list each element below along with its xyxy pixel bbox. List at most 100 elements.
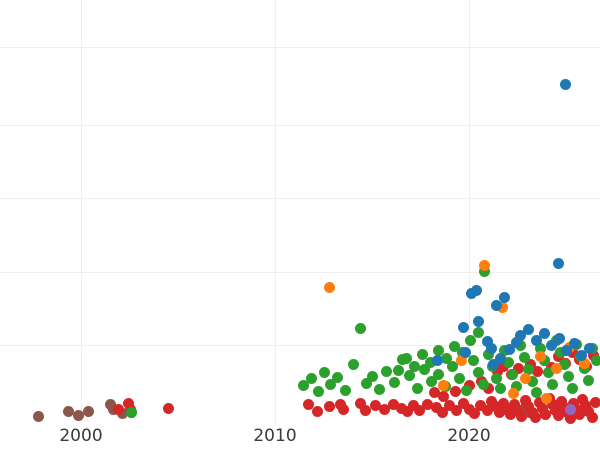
data-point-red bbox=[387, 398, 399, 410]
data-point-green bbox=[554, 346, 566, 358]
data-point-blue bbox=[514, 329, 526, 341]
data-point-red bbox=[512, 362, 524, 374]
data-point-blue bbox=[494, 352, 506, 364]
data-point-green bbox=[366, 370, 378, 382]
data-point-red bbox=[311, 405, 323, 417]
data-point-red bbox=[457, 397, 469, 409]
data-point-red bbox=[586, 411, 598, 423]
data-point-green bbox=[590, 354, 600, 366]
data-point-blue bbox=[538, 327, 550, 339]
data-point-blue bbox=[481, 335, 493, 347]
data-point-red bbox=[421, 398, 433, 410]
data-point-red bbox=[522, 400, 534, 412]
gridline-vertical bbox=[275, 0, 276, 425]
data-point-red bbox=[436, 406, 448, 418]
data-point-green bbox=[464, 334, 476, 346]
data-point-blue bbox=[545, 339, 557, 351]
data-point-red bbox=[401, 405, 413, 417]
data-point-orange bbox=[507, 387, 519, 399]
data-point-blue bbox=[470, 284, 482, 296]
data-point-blue bbox=[457, 321, 469, 333]
data-point-blue bbox=[472, 315, 484, 327]
data-point-green bbox=[403, 369, 415, 381]
data-point-red bbox=[508, 398, 520, 410]
data-point-orange bbox=[519, 372, 531, 384]
data-point-green bbox=[408, 360, 420, 372]
data-point-green bbox=[440, 352, 452, 364]
data-point-red bbox=[589, 396, 600, 408]
data-point-brown bbox=[32, 410, 44, 422]
data-point-red bbox=[493, 406, 505, 418]
data-point-blue bbox=[485, 342, 497, 354]
data-point-green bbox=[506, 368, 518, 380]
data-point-red bbox=[555, 395, 567, 407]
data-point-blue bbox=[503, 343, 515, 355]
data-point-orange bbox=[540, 392, 552, 404]
data-point-blue bbox=[510, 336, 522, 348]
data-point-green bbox=[582, 374, 594, 386]
data-point-green bbox=[502, 356, 514, 368]
data-point-red bbox=[437, 390, 449, 402]
data-point-green bbox=[411, 382, 423, 394]
data-point-brown bbox=[62, 405, 74, 417]
data-point-blue bbox=[530, 334, 542, 346]
data-point-red bbox=[337, 403, 349, 415]
data-point-green bbox=[562, 370, 574, 382]
gridline-horizontal bbox=[0, 272, 600, 273]
data-point-orange bbox=[578, 357, 590, 369]
data-point-green bbox=[542, 366, 554, 378]
data-point-green bbox=[373, 383, 385, 395]
data-point-red bbox=[395, 402, 407, 414]
data-point-green bbox=[425, 375, 437, 387]
data-point-green bbox=[518, 351, 530, 363]
x-tick-label-2020: 2020 bbox=[447, 426, 491, 446]
data-point-red bbox=[529, 411, 541, 423]
data-point-red bbox=[378, 403, 390, 415]
data-point-blue bbox=[575, 349, 587, 361]
data-point-green bbox=[416, 348, 428, 360]
data-point-red bbox=[552, 409, 564, 421]
data-point-green bbox=[494, 382, 506, 394]
data-point-green bbox=[472, 366, 484, 378]
data-point-red bbox=[474, 399, 486, 411]
data-point-green bbox=[312, 385, 324, 397]
data-point-red bbox=[302, 398, 314, 410]
data-point-blue bbox=[490, 299, 502, 311]
data-point-green bbox=[388, 376, 400, 388]
data-point-red bbox=[539, 408, 551, 420]
data-point-green bbox=[478, 265, 490, 277]
data-point-blue bbox=[560, 344, 572, 356]
data-point-orange bbox=[478, 259, 490, 271]
data-point-red bbox=[359, 404, 371, 416]
data-point-green bbox=[432, 344, 444, 356]
data-point-green bbox=[392, 364, 404, 376]
data-point-red bbox=[112, 403, 124, 415]
data-point-brown bbox=[82, 405, 94, 417]
data-point-red bbox=[450, 404, 462, 416]
gridline-horizontal bbox=[0, 345, 600, 346]
data-point-blue bbox=[553, 332, 565, 344]
data-point-red bbox=[413, 404, 425, 416]
data-point-red bbox=[482, 382, 494, 394]
data-point-red bbox=[504, 408, 516, 420]
data-point-red bbox=[573, 408, 585, 420]
data-point-green bbox=[339, 384, 351, 396]
data-point-orange bbox=[323, 281, 335, 293]
data-point-green bbox=[354, 322, 366, 334]
x-axis-tick-labels: 2000 2010 2020 bbox=[0, 425, 600, 450]
data-point-green bbox=[400, 352, 412, 364]
data-point-green bbox=[510, 380, 522, 392]
data-point-red bbox=[546, 398, 558, 410]
data-point-red bbox=[428, 386, 440, 398]
data-point-green bbox=[324, 378, 336, 390]
data-point-green bbox=[490, 372, 502, 384]
data-point-red bbox=[481, 404, 493, 416]
data-point-green bbox=[380, 365, 392, 377]
data-point-green bbox=[446, 360, 458, 372]
data-point-blue bbox=[568, 337, 580, 349]
data-point-red bbox=[564, 412, 576, 424]
plot-area bbox=[0, 0, 600, 425]
data-point-green bbox=[360, 377, 372, 389]
data-point-orange bbox=[534, 350, 546, 362]
